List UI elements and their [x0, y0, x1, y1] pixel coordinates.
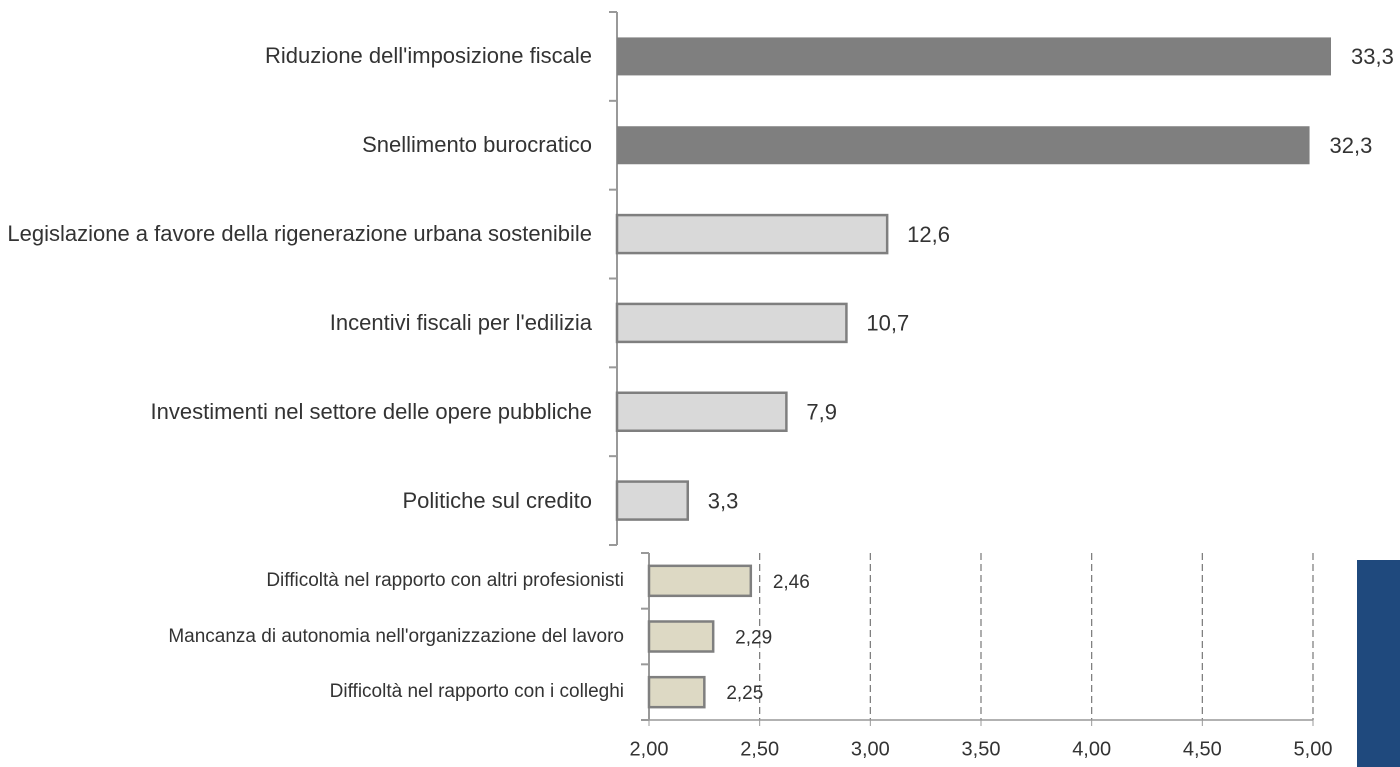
x-tick-label: 4,00 — [1072, 738, 1111, 760]
bar — [617, 126, 1310, 165]
y-tick-label: Legislazione a favore della rigenerazion… — [7, 221, 592, 247]
bar — [647, 620, 715, 653]
y-tick-label: Incentivi fiscali per l'edilizia — [329, 309, 592, 335]
x-tick-label: 3,00 — [851, 738, 890, 760]
x-tick-label: 5,00 — [1294, 738, 1333, 760]
bar — [647, 675, 706, 709]
y-tick-label: Investimenti nel settore delle opere pub… — [150, 398, 593, 424]
value-label: 32,3 — [1330, 133, 1373, 158]
x-tick-label: 2,00 — [630, 738, 669, 760]
y-tick-label: Difficoltà nel rapporto con i colleghi — [329, 681, 624, 703]
bar — [647, 564, 753, 598]
value-label: 7,9 — [806, 400, 837, 425]
value-label: 12,6 — [907, 222, 950, 247]
bar — [617, 37, 1331, 76]
bar — [615, 302, 848, 344]
y-tick-label: Politiche sul credito — [402, 487, 592, 513]
value-label: 2,29 — [735, 628, 772, 649]
value-label: 33,3 — [1351, 44, 1394, 69]
value-label: 2,25 — [726, 683, 763, 704]
decoration — [1357, 560, 1400, 767]
bar — [615, 213, 889, 255]
x-tick-label: 3,50 — [962, 738, 1001, 760]
x-tick-label: 2,50 — [740, 738, 779, 760]
y-tick-label: Snellimento burocratico — [362, 132, 592, 158]
value-label: 10,7 — [866, 311, 909, 336]
bar — [615, 480, 690, 521]
y-tick-label: Riduzione dell'imposizione fiscale — [264, 43, 592, 69]
x-tick-label: 4,50 — [1183, 738, 1222, 760]
value-label: 2,46 — [773, 572, 810, 593]
bar — [615, 391, 788, 432]
y-tick-label: Mancanza di autonomia nell'organizzazion… — [168, 625, 624, 647]
y-tick-label: Difficoltà nel rapporto con altri profes… — [266, 569, 624, 591]
value-label: 3,3 — [708, 488, 739, 513]
